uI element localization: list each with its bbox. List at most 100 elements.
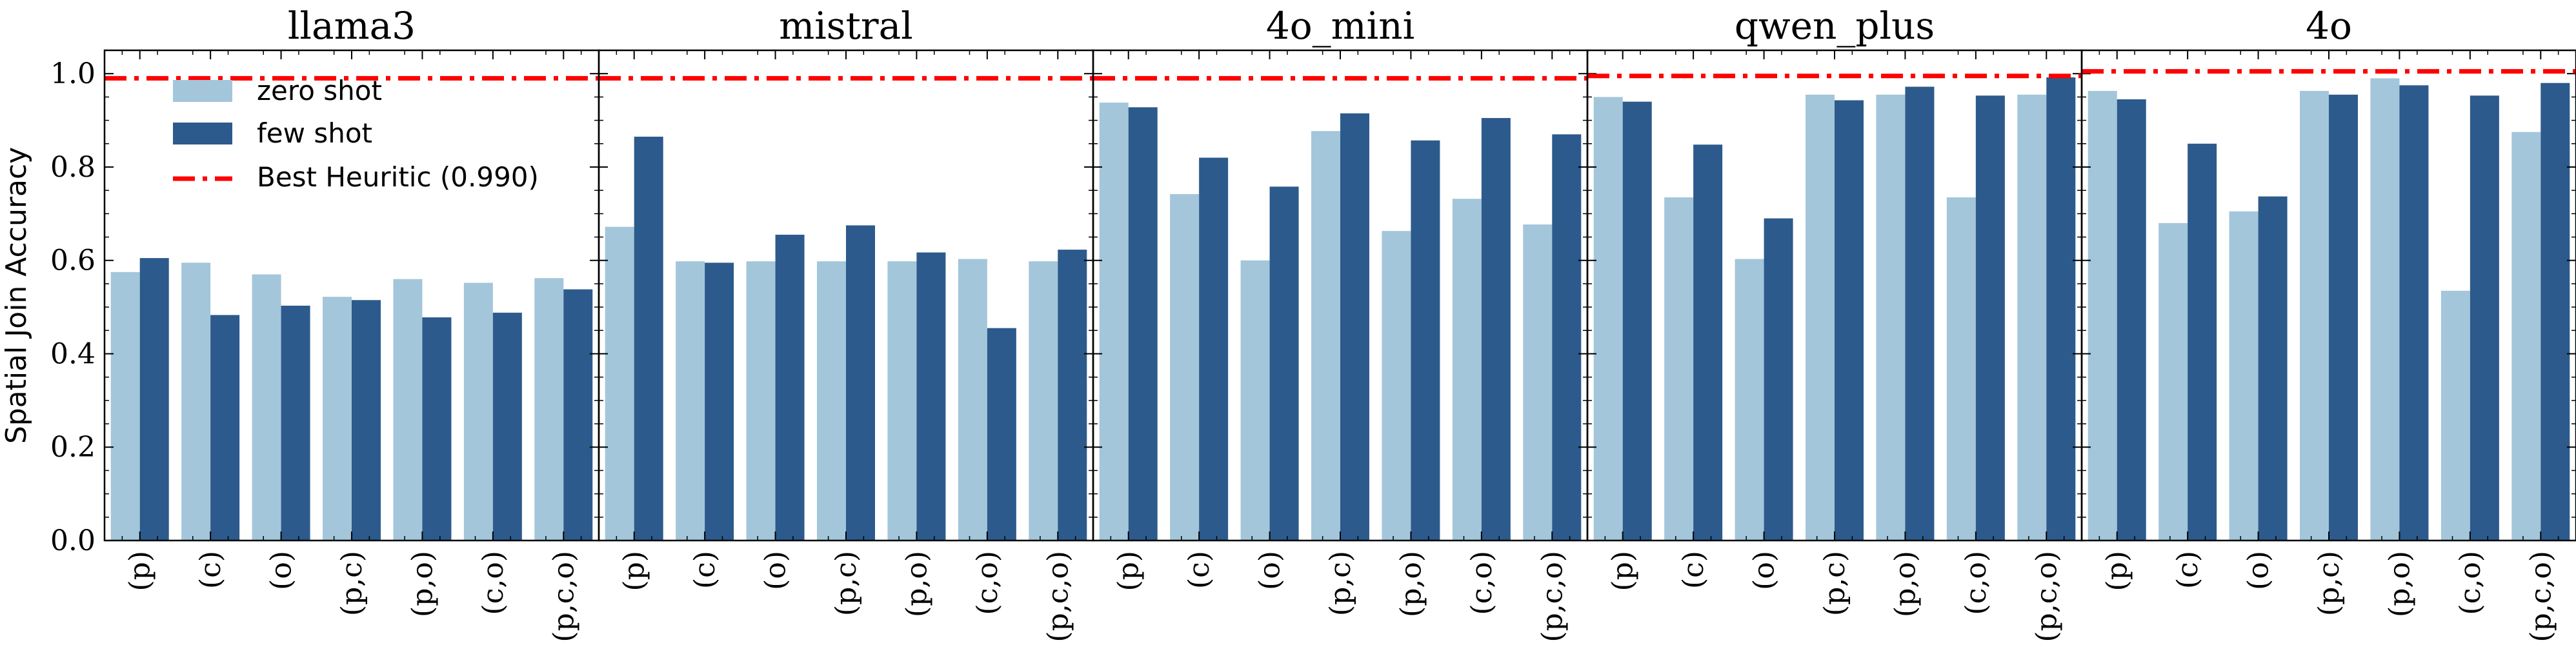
bar-few-shot <box>1058 250 1087 541</box>
bar-few-shot <box>139 258 169 541</box>
bar-few-shot <box>2188 143 2217 541</box>
bar-zero-shot <box>534 278 564 541</box>
x-tick-label: (p) <box>618 551 651 591</box>
bar-few-shot <box>634 136 663 541</box>
y-axis-label: Spatial Join Accuracy <box>0 147 33 444</box>
bar-zero-shot <box>2370 78 2400 541</box>
x-tick-label: (p,c) <box>1818 551 1851 616</box>
bar-zero-shot <box>110 272 140 541</box>
bar-zero-shot <box>958 259 987 541</box>
y-tick-label: 0.2 <box>50 431 96 464</box>
x-tick-label: (p,c,o) <box>1536 551 1569 642</box>
bar-zero-shot <box>605 226 634 541</box>
bar-few-shot <box>2258 196 2288 541</box>
x-tick-label: (c,o) <box>477 551 510 615</box>
x-tick-label: (p,o) <box>406 551 439 617</box>
bar-zero-shot <box>252 274 281 541</box>
x-tick-label: (p) <box>2101 551 2134 591</box>
x-tick-label: (p,c,o) <box>547 551 580 642</box>
bar-zero-shot <box>463 283 493 541</box>
bar-few-shot <box>1128 107 1158 541</box>
bar-few-shot <box>987 328 1016 541</box>
bar-zero-shot <box>393 279 423 541</box>
y-tick-label: 0.6 <box>50 244 96 277</box>
bar-few-shot <box>422 317 452 541</box>
bar-zero-shot <box>2229 211 2259 541</box>
bar-few-shot <box>2399 85 2429 541</box>
bar-zero-shot <box>1311 131 1340 541</box>
x-tick-label: (o) <box>265 551 298 590</box>
bar-few-shot <box>1340 113 1369 541</box>
bar-few-shot <box>281 305 310 541</box>
y-tick-labels: 0.0 0.2 0.4 0.6 0.8 1.0 <box>50 57 96 557</box>
bar-zero-shot <box>817 261 846 541</box>
y-tick-label: 0.8 <box>50 151 96 184</box>
bar-few-shot <box>1199 157 1229 541</box>
bar-few-shot <box>1835 100 1864 541</box>
bar-zero-shot <box>676 261 705 541</box>
x-tick-label: (c) <box>2171 551 2204 589</box>
bar-zero-shot <box>1735 259 1764 541</box>
bar-few-shot <box>1693 144 1723 541</box>
bar-zero-shot <box>1170 194 1200 541</box>
bar-zero-shot <box>1452 199 1482 541</box>
x-tick-label: (c,o) <box>1465 551 1498 615</box>
bar-zero-shot <box>1523 224 1553 541</box>
legend-swatch-zero-shot <box>173 80 232 102</box>
panel-qwen_plus: qwen_plus (p) (c) (o) (p,c) (p,o) (c,o) (p,c,o) <box>1586 4 2083 642</box>
bar-zero-shot <box>2017 94 2047 541</box>
x-tick-label: (c) <box>1677 551 1710 589</box>
panel-title: 4o_mini <box>1266 4 1414 48</box>
bar-few-shot <box>492 312 522 541</box>
bar-zero-shot <box>2158 223 2188 541</box>
legend-label-best-heuristic: Best Heuritic (0.990) <box>257 161 539 193</box>
x-tick-label: (o) <box>1748 551 1781 590</box>
bar-zero-shot <box>1876 94 1906 541</box>
x-tick-label: (p,c,o) <box>1041 551 1074 642</box>
bar-few-shot <box>1905 86 1935 541</box>
bar-zero-shot <box>1029 261 1058 541</box>
x-tick-label: (p) <box>1607 551 1640 591</box>
y-tick-label: 1.0 <box>50 57 96 90</box>
panel-title: qwen_plus <box>1735 4 1935 48</box>
x-tick-label: (c) <box>689 551 721 589</box>
x-tick-label: (c) <box>194 551 227 589</box>
x-tick-label: (p,c) <box>336 551 368 616</box>
bar-few-shot <box>1622 101 1652 541</box>
bar-zero-shot <box>323 297 352 541</box>
x-tick-label: (p,c) <box>1324 551 1357 616</box>
bar-few-shot <box>775 234 805 541</box>
x-tick-label: (o) <box>760 551 792 590</box>
x-tick-label: (o) <box>2242 551 2275 590</box>
legend: zero shot few shot Best Heuritic (0.990) <box>173 75 539 193</box>
legend-swatch-few-shot <box>173 123 232 144</box>
bar-few-shot <box>916 252 946 541</box>
bar-few-shot <box>2470 95 2499 541</box>
bar-zero-shot <box>887 261 917 541</box>
panel-title: 4o <box>2306 4 2352 48</box>
legend-label-few-shot: few shot <box>257 117 372 149</box>
x-tick-label: (p,o) <box>1394 551 1427 617</box>
bar-zero-shot <box>2088 90 2117 541</box>
bar-few-shot <box>1269 186 1299 541</box>
x-tick-label: (p) <box>124 551 157 591</box>
chart-panels: llama3(p) (c) (o) (p,c) (p,o) (c,o) (p,c,o)mis… <box>50 4 2576 642</box>
x-tick-label: (p,o) <box>2383 551 2416 617</box>
bar-few-shot <box>1411 140 1440 541</box>
bar-few-shot <box>2046 77 2076 541</box>
bar-few-shot <box>1764 218 1793 541</box>
bar-few-shot <box>1975 95 2005 541</box>
bar-zero-shot <box>2300 90 2329 541</box>
bar-zero-shot <box>181 263 211 541</box>
x-tick-label: (p,c,o) <box>2030 551 2063 642</box>
x-tick-label: (p,c,o) <box>2524 551 2557 642</box>
bar-few-shot <box>846 225 875 541</box>
y-tick-label: 0.4 <box>50 337 96 370</box>
x-tick-label: (p,o) <box>900 551 933 617</box>
bar-zero-shot <box>1664 197 1694 541</box>
x-tick-label: (p) <box>1112 551 1145 591</box>
panel-mistral: mistral (p) (c) (o) (p,c) (p,o) (c,o) (p,c,o) <box>598 4 1094 642</box>
x-tick-label: (o) <box>1254 551 1287 590</box>
panel-title: mistral <box>779 4 912 48</box>
bar-few-shot <box>2329 94 2358 541</box>
